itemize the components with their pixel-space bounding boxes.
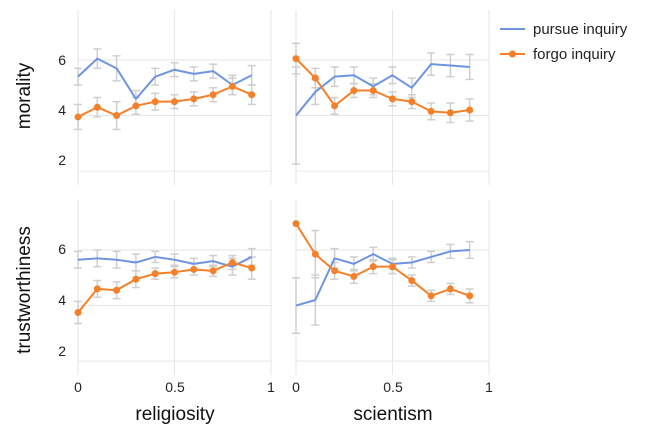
data-point-forgo-inquiry: [228, 259, 236, 266]
x-tick-labels-scientism: 0 0.5 1: [292, 379, 493, 395]
data-point-forgo-inquiry: [369, 87, 377, 95]
y-axis-title-trustworthiness: trustworthiness: [14, 226, 35, 354]
x-tick-label: 0: [292, 379, 300, 395]
data-point-forgo-inquiry: [151, 98, 159, 106]
data-point-forgo-inquiry: [93, 103, 101, 111]
y-tick-label: 4: [58, 102, 66, 118]
data-point-forgo-inquiry: [331, 267, 339, 275]
series-line-forgo-inquiry: [77, 85, 253, 118]
data-point-forgo-inquiry: [446, 285, 454, 293]
series-line-pursue-inquiry: [295, 249, 470, 307]
y-tick-labels-morality: 2 4 6: [58, 52, 66, 168]
data-point-forgo-inquiry: [350, 87, 358, 95]
y-tick-label: 6: [58, 52, 66, 68]
data-point-forgo-inquiry: [74, 309, 82, 316]
x-tick-label: 1: [485, 379, 493, 395]
data-point-forgo-inquiry: [408, 277, 416, 285]
data-point-forgo-inquiry: [132, 275, 140, 283]
data-point-forgo-inquiry: [190, 265, 198, 273]
data-point-forgo-inquiry: [389, 263, 396, 271]
x-tick-label: 0.5: [383, 379, 403, 395]
y-tick-label: 2: [58, 343, 66, 359]
data-point-forgo-inquiry: [331, 102, 339, 110]
x-tick-label: 0: [74, 379, 82, 395]
data-point-forgo-inquiry: [292, 220, 300, 228]
y-tick-label: 2: [58, 152, 66, 168]
legend-label-forgo-inquiry: forgo inquiry: [533, 46, 616, 63]
data-point-forgo-inquiry: [389, 95, 396, 103]
panel-trustworthiness-religiosity: [74, 200, 272, 375]
data-point-forgo-inquiry: [248, 91, 256, 99]
data-point-forgo-inquiry: [151, 270, 159, 278]
data-point-forgo-inquiry: [292, 55, 300, 63]
data-point-forgo-inquiry: [113, 112, 121, 120]
data-point-forgo-inquiry: [171, 98, 178, 106]
data-point-forgo-inquiry: [190, 95, 198, 103]
data-point-forgo-inquiry: [93, 285, 101, 293]
x-tick-label: 0.5: [165, 379, 185, 395]
data-point-forgo-inquiry: [466, 292, 474, 300]
y-tick-label: 6: [58, 241, 66, 257]
data-point-forgo-inquiry: [132, 102, 140, 110]
legend-marker-forgo-inquiry: [509, 50, 516, 58]
data-point-forgo-inquiry: [427, 292, 435, 300]
panel-morality-scientism: [292, 10, 490, 185]
data-point-forgo-inquiry: [113, 286, 121, 294]
x-axis-title-scientism: scientism: [353, 404, 432, 425]
data-point-forgo-inquiry: [228, 82, 236, 90]
data-point-forgo-inquiry: [209, 267, 217, 275]
y-axis-title-morality: morality: [14, 62, 35, 129]
data-point-forgo-inquiry: [350, 272, 358, 280]
series-line-forgo-inquiry: [77, 261, 252, 314]
series-line-pursue-inquiry: [295, 63, 470, 117]
x-axis-title-religiosity: religiosity: [135, 404, 215, 425]
legend: pursue inquiry forgo inquiry: [500, 21, 628, 63]
series-line-pursue-inquiry: [77, 57, 253, 100]
data-point-forgo-inquiry: [248, 264, 256, 272]
series-line-pursue-inquiry: [77, 255, 253, 268]
data-point-forgo-inquiry: [209, 91, 217, 99]
panel-morality-religiosity: [74, 10, 272, 185]
panels-layer: [74, 10, 490, 375]
x-tick-label: 1: [267, 379, 275, 395]
series-line-forgo-inquiry: [295, 223, 471, 297]
data-point-forgo-inquiry: [408, 98, 416, 106]
panel-trustworthiness-scientism: [292, 200, 490, 375]
data-point-forgo-inquiry: [427, 107, 435, 115]
data-point-forgo-inquiry: [369, 263, 377, 271]
legend-label-pursue-inquiry: pursue inquiry: [533, 21, 628, 38]
y-tick-labels-trustworthiness: 2 4 6: [58, 241, 66, 359]
y-tick-label: 4: [58, 292, 66, 308]
series-line-forgo-inquiry: [295, 57, 470, 114]
error-bar: [74, 67, 82, 86]
data-point-forgo-inquiry: [311, 74, 319, 82]
data-point-forgo-inquiry: [466, 106, 474, 114]
data-point-forgo-inquiry: [171, 268, 178, 276]
data-point-forgo-inquiry: [446, 109, 454, 117]
data-point-forgo-inquiry: [74, 113, 82, 121]
legend-entry-forgo-inquiry: forgo inquiry: [500, 46, 616, 63]
data-point-forgo-inquiry: [311, 250, 319, 258]
x-tick-labels-religiosity: 0 0.5 1: [74, 379, 275, 395]
legend-entry-pursue-inquiry: pursue inquiry: [500, 21, 628, 38]
